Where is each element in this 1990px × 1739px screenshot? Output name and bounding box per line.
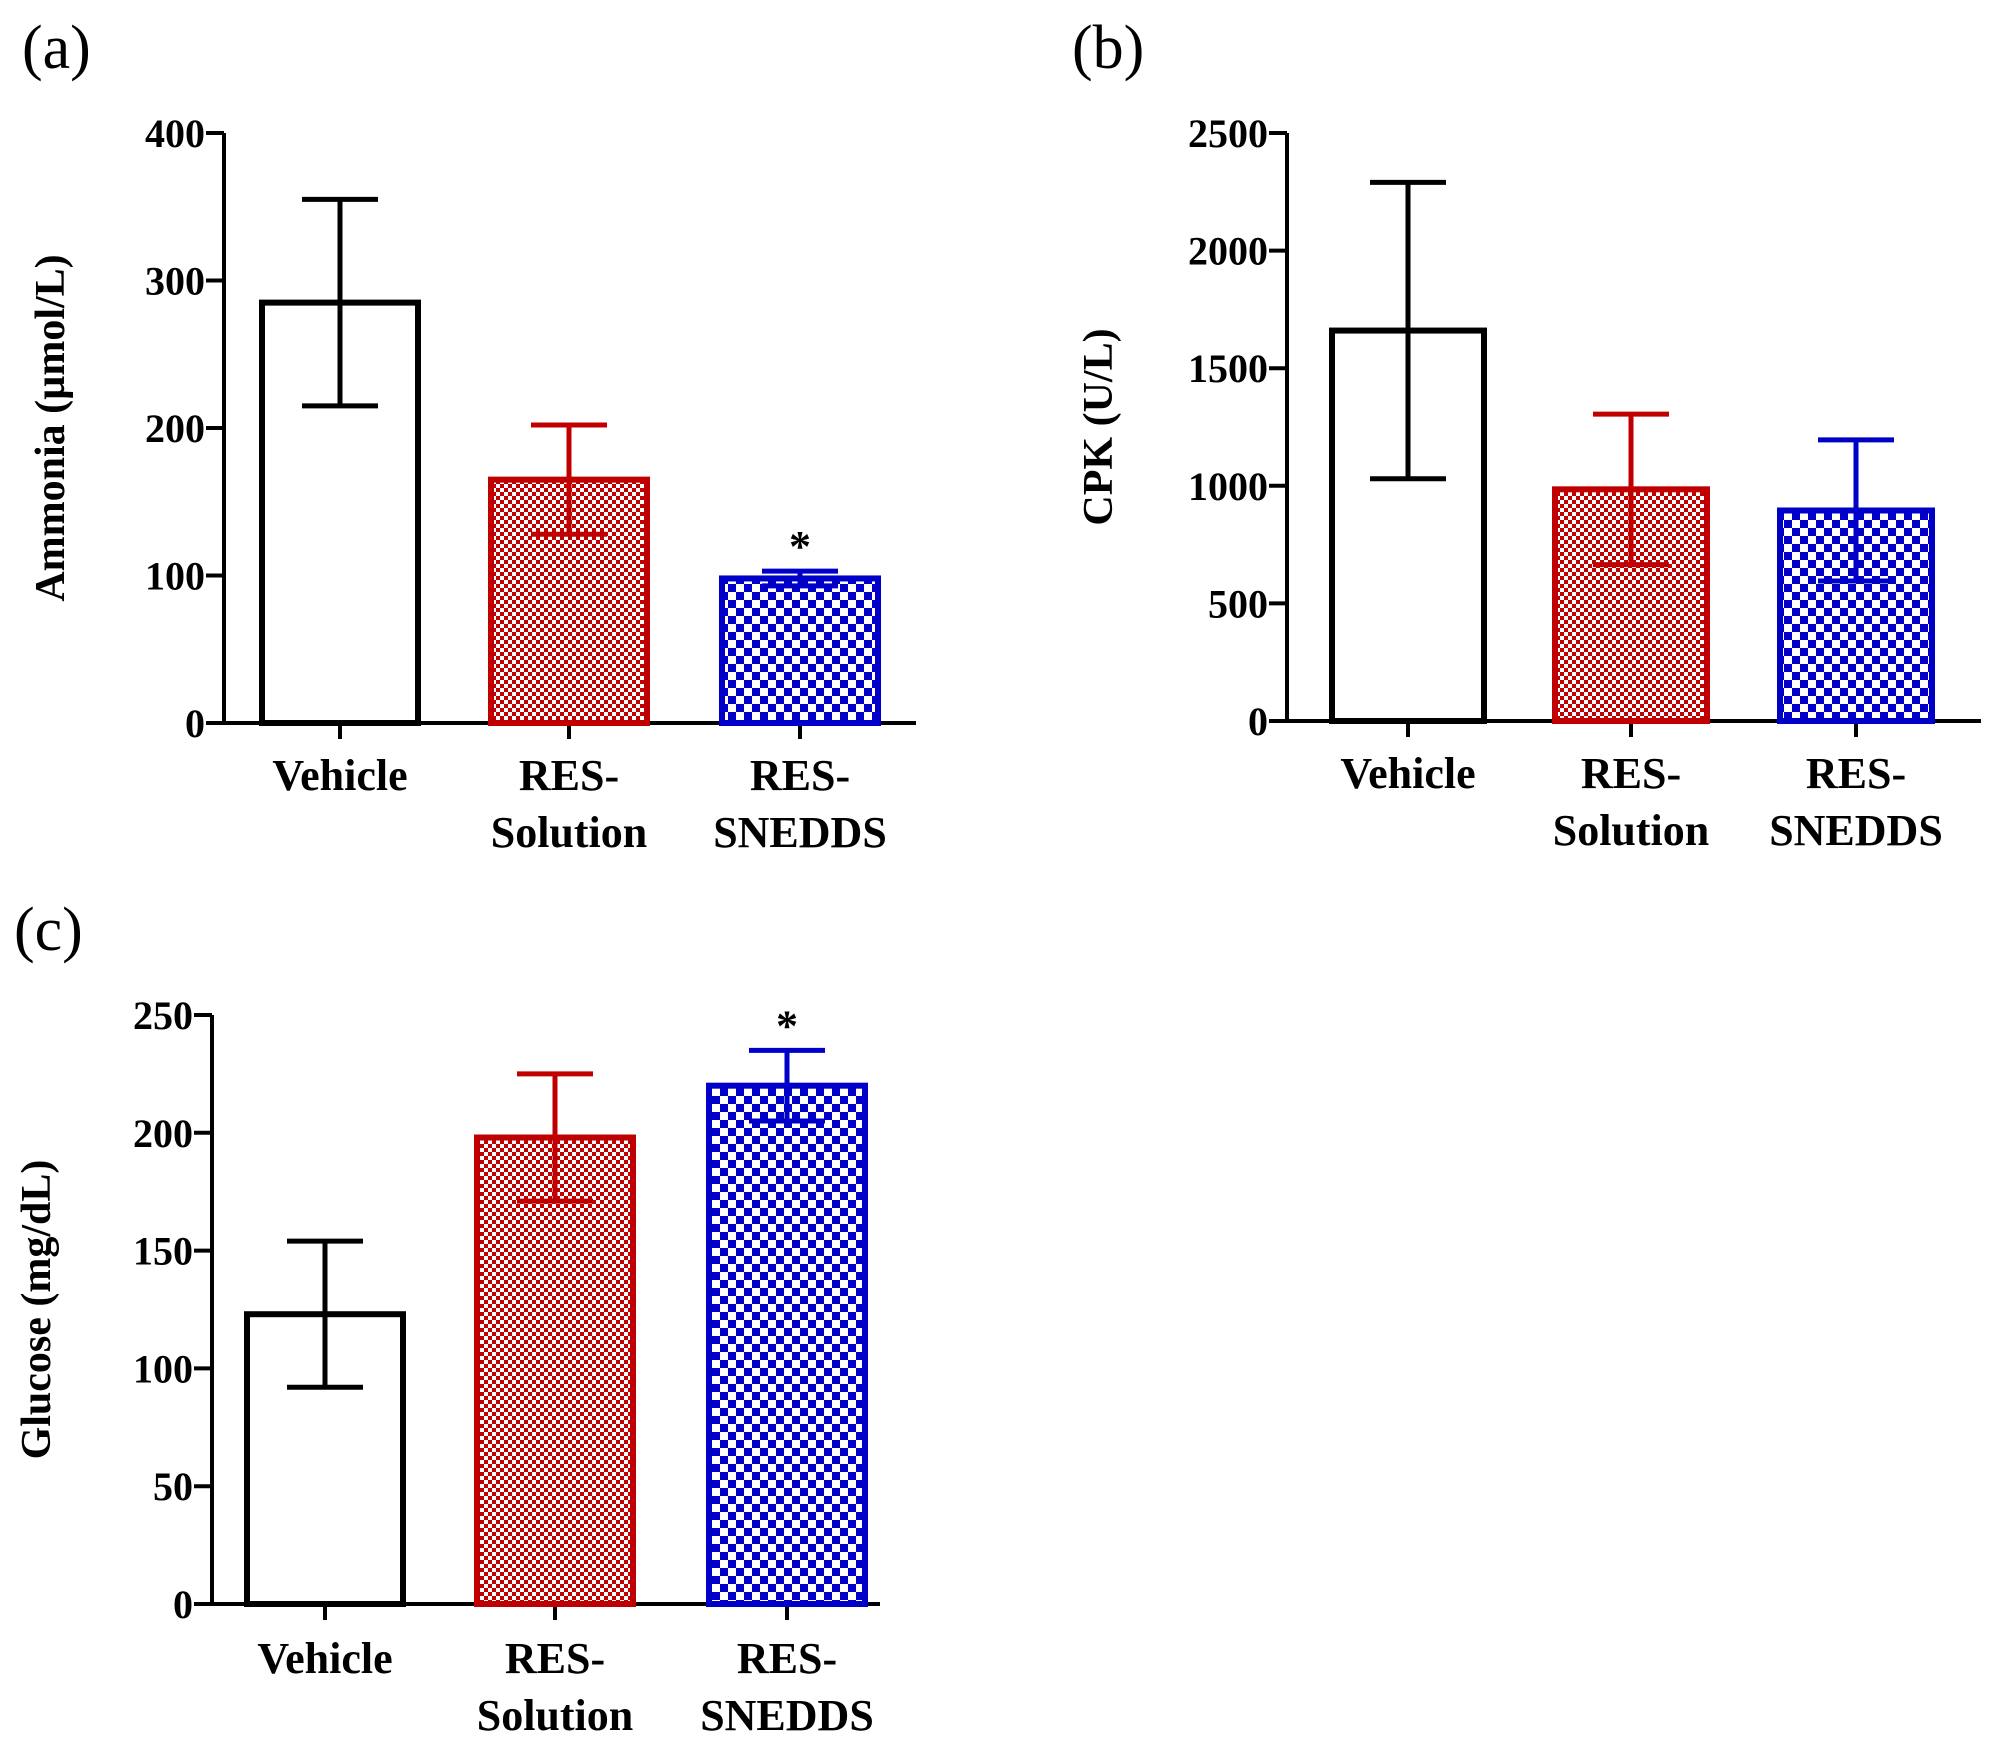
y-tick-label: 200 xyxy=(133,1111,193,1156)
y-tick-label: 500 xyxy=(1208,581,1268,626)
y-tick-label: 200 xyxy=(145,406,205,451)
y-axis-title: CPK (U/L) xyxy=(1076,328,1122,525)
x-category-label: RES- SNEDDS xyxy=(700,1634,874,1739)
panel-label: (b) xyxy=(1072,14,1144,82)
chart-panel: (b) 0 500 1000 1500 2000 2500 CPK (U/L) Vehicle R… xyxy=(1072,14,1981,855)
y-tick-label: 100 xyxy=(145,554,205,599)
y-tick-label: 300 xyxy=(145,259,205,304)
y-tick-label: 0 xyxy=(173,1582,193,1627)
x-category-label-line: SNEDDS xyxy=(713,808,887,857)
x-category-label-line: Vehicle xyxy=(1340,749,1475,798)
x-category-label-line: RES- xyxy=(1806,749,1906,798)
error-bar xyxy=(749,1047,825,1124)
x-category-label-line: RES- xyxy=(1581,749,1681,798)
y-tick-label: 400 xyxy=(145,111,205,156)
x-category-label-line: SNEDDS xyxy=(700,1691,874,1739)
x-category-label-line: Solution xyxy=(1553,806,1710,855)
significance-mark: * xyxy=(789,522,811,571)
x-category-label: RES- SNEDDS xyxy=(1769,749,1943,855)
x-category-label: RES- Solution xyxy=(477,1634,634,1739)
y-tick-label: 1500 xyxy=(1188,346,1268,391)
panel-label: (a) xyxy=(22,14,91,82)
chart-panel: (c) 0 50 100 150 200 250 Glucose (mg/dL) Vehicle… xyxy=(14,896,880,1739)
error-bar xyxy=(517,1071,593,1204)
x-category-label-line: SNEDDS xyxy=(1769,806,1943,855)
x-category-label: RES- SNEDDS xyxy=(713,751,887,857)
x-category-label: Vehicle xyxy=(257,1634,392,1683)
y-tick-label: 2000 xyxy=(1188,229,1268,274)
x-category-label: Vehicle xyxy=(272,751,407,800)
x-category-label-line: RES- xyxy=(505,1634,605,1683)
error-bar xyxy=(1370,179,1446,482)
panel-label: (c) xyxy=(14,896,83,964)
y-tick-label: 0 xyxy=(1248,699,1268,744)
error-bar xyxy=(287,1238,363,1390)
x-category-label-line: RES- xyxy=(519,751,619,800)
y-tick-label: 2500 xyxy=(1188,111,1268,156)
error-bar xyxy=(1593,411,1669,568)
x-category-label: RES- Solution xyxy=(491,751,648,857)
significance-mark: * xyxy=(776,1001,798,1050)
error-bar xyxy=(1818,437,1894,584)
y-tick-label: 100 xyxy=(133,1346,193,1391)
x-category-label: Vehicle xyxy=(1340,749,1475,798)
error-bar xyxy=(302,196,378,409)
y-tick-label: 50 xyxy=(153,1464,193,1509)
y-tick-label: 150 xyxy=(133,1229,193,1274)
y-tick-label: 250 xyxy=(133,993,193,1038)
bar xyxy=(474,1134,636,1607)
bar xyxy=(719,575,881,727)
x-category-label-line: Solution xyxy=(477,1691,634,1739)
x-category-label-line: RES- xyxy=(750,751,850,800)
error-bar xyxy=(762,568,838,589)
x-category-label: RES- Solution xyxy=(1553,749,1710,855)
y-tick-label: 1000 xyxy=(1188,464,1268,509)
x-category-label-line: Solution xyxy=(491,808,648,857)
chart-panel: (a) 0 100 200 300 400 Ammonia (µmol/L) Vehicle R… xyxy=(22,14,916,857)
x-category-label-line: Vehicle xyxy=(272,751,407,800)
y-axis-title: Ammonia (µmol/L) xyxy=(28,254,74,601)
y-axis-title: Glucose (mg/dL) xyxy=(14,1160,60,1460)
y-tick-label: 0 xyxy=(185,701,205,746)
bar xyxy=(706,1082,868,1608)
x-category-label-line: RES- xyxy=(737,1634,837,1683)
error-bar xyxy=(531,422,607,537)
x-category-label-line: Vehicle xyxy=(257,1634,392,1683)
